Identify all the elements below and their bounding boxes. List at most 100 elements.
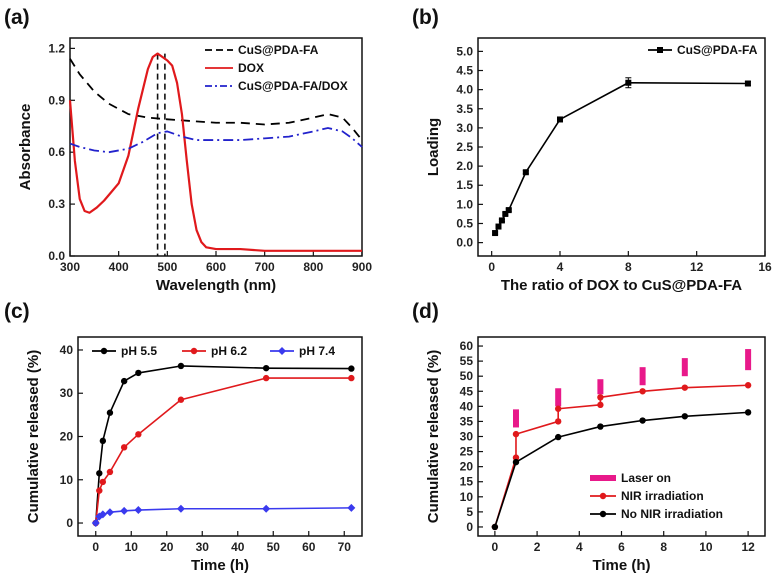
data-point bbox=[498, 217, 505, 224]
y-tick-label: 2.0 bbox=[456, 159, 473, 173]
y-tick-label: 1.5 bbox=[456, 178, 473, 192]
x-axis-label: Time (h) bbox=[592, 557, 650, 574]
x-tick-label: 0 bbox=[492, 540, 499, 554]
y-tick-label: 5 bbox=[466, 505, 473, 519]
panel-label: (d) bbox=[412, 300, 439, 323]
x-axis-label: Wavelength (nm) bbox=[156, 277, 276, 294]
series-line-0 bbox=[69, 58, 363, 141]
legend-label: pH 6.2 bbox=[211, 344, 247, 358]
legend-label: Laser on bbox=[621, 471, 671, 485]
data-point bbox=[491, 523, 499, 531]
x-tick-label: 600 bbox=[206, 260, 226, 274]
data-point bbox=[625, 79, 632, 86]
legend-marker bbox=[657, 47, 663, 53]
y-tick-label: 55 bbox=[460, 354, 474, 368]
data-point bbox=[512, 430, 520, 438]
x-tick-label: 60 bbox=[302, 540, 316, 554]
y-tick-label: 15 bbox=[460, 475, 474, 489]
data-point bbox=[348, 374, 355, 382]
data-point bbox=[99, 437, 107, 445]
axes-frame bbox=[69, 37, 363, 257]
data-point bbox=[597, 394, 604, 401]
x-tick-label: 50 bbox=[267, 540, 281, 554]
panel-label: (a) bbox=[4, 6, 30, 29]
x-tick-label: 16 bbox=[758, 260, 772, 274]
data-point bbox=[120, 506, 129, 515]
x-tick-label: 20 bbox=[160, 540, 174, 554]
data-point bbox=[597, 401, 604, 409]
data-point bbox=[681, 384, 689, 391]
legend-label: No NIR irradiation bbox=[621, 507, 723, 521]
data-point bbox=[96, 470, 103, 477]
data-point bbox=[522, 169, 529, 176]
data-point bbox=[597, 423, 604, 430]
x-tick-label: 900 bbox=[352, 260, 372, 274]
y-tick-label: 1.2 bbox=[48, 41, 65, 55]
y-tick-label: 4.5 bbox=[456, 64, 473, 78]
data-point bbox=[99, 478, 107, 486]
data-point bbox=[639, 417, 646, 424]
legend-label: CuS@PDA-FA/DOX bbox=[238, 79, 348, 93]
data-point bbox=[177, 396, 185, 403]
x-tick-label: 0 bbox=[488, 260, 495, 274]
series-line-1 bbox=[494, 384, 749, 528]
x-tick-label: 12 bbox=[741, 540, 755, 554]
x-tick-label: 700 bbox=[255, 260, 275, 274]
data-point bbox=[135, 431, 142, 438]
data-point bbox=[554, 433, 562, 441]
legend-label: pH 5.5 bbox=[121, 344, 157, 358]
x-tick-label: 8 bbox=[660, 540, 667, 554]
data-point bbox=[120, 444, 128, 451]
legend-label: CuS@PDA-FA bbox=[677, 43, 758, 57]
y-tick-label: 30 bbox=[460, 430, 474, 444]
panel-0: (a) 300 400 500 600 700 800 900 0.0 0.3 0.6 0.9 1.2 W… bbox=[4, 6, 372, 294]
y-tick-label: 0.6 bbox=[48, 145, 65, 159]
y-tick-label: 0.9 bbox=[48, 93, 65, 107]
x-tick-label: 800 bbox=[303, 260, 323, 274]
x-tick-label: 4 bbox=[557, 260, 564, 274]
y-tick-label: 40 bbox=[460, 399, 474, 413]
panel-2: (c) 0 10 20 30 40 50 60 70 0 10 20 30 40 Time (h) Cumul… bbox=[4, 300, 363, 574]
x-tick-label: 2 bbox=[534, 540, 541, 554]
data-point bbox=[347, 503, 356, 512]
x-tick-label: 30 bbox=[196, 540, 210, 554]
panel-label: (c) bbox=[4, 300, 30, 323]
x-tick-label: 6 bbox=[618, 540, 625, 554]
data-point bbox=[105, 508, 114, 517]
x-tick-label: 400 bbox=[109, 260, 129, 274]
y-tick-label: 40 bbox=[60, 343, 74, 357]
y-tick-label: 25 bbox=[460, 445, 474, 459]
data-point bbox=[91, 519, 100, 528]
data-point bbox=[96, 487, 103, 494]
y-tick-label: 35 bbox=[460, 414, 474, 428]
data-point bbox=[554, 405, 562, 412]
panel-3: (d)0 2 4 6 8 10 12051015202530354045505560Time… bbox=[412, 300, 766, 574]
y-tick-label: 50 bbox=[460, 369, 474, 383]
data-point bbox=[554, 418, 562, 425]
x-tick-label: 70 bbox=[338, 540, 352, 554]
legend-marker bbox=[599, 492, 607, 500]
series-line-2 bbox=[95, 507, 352, 524]
data-point bbox=[492, 230, 499, 237]
data-point bbox=[262, 364, 270, 372]
series-line-0 bbox=[494, 81, 748, 234]
y-tick-label: 0.5 bbox=[456, 216, 473, 230]
panel-1: (b) 0 4 8 12 16 0.0 0.5 1.0 1.5 2.0 2.5 3.0 3.5 4.0 4.5… bbox=[412, 6, 772, 294]
y-axis-label: Absorbance bbox=[17, 104, 34, 191]
x-tick-label: 0 bbox=[92, 540, 99, 554]
y-tick-label: 0 bbox=[66, 516, 73, 530]
y-tick-label: 4.0 bbox=[456, 83, 473, 97]
data-point bbox=[744, 409, 752, 416]
x-tick-label: 10 bbox=[699, 540, 713, 554]
data-point bbox=[177, 362, 185, 370]
axes-frame bbox=[477, 37, 766, 257]
data-point bbox=[106, 409, 114, 416]
x-axis-label: The ratio of DOX to CuS@PDA-FA bbox=[501, 277, 742, 294]
legend-label: NIR irradiation bbox=[621, 489, 704, 503]
y-axis-label: Loading bbox=[425, 118, 442, 176]
y-tick-label: 45 bbox=[460, 384, 474, 398]
data-point bbox=[639, 388, 646, 395]
data-point bbox=[120, 377, 128, 385]
y-tick-label: 10 bbox=[460, 490, 474, 504]
data-point bbox=[495, 223, 502, 230]
